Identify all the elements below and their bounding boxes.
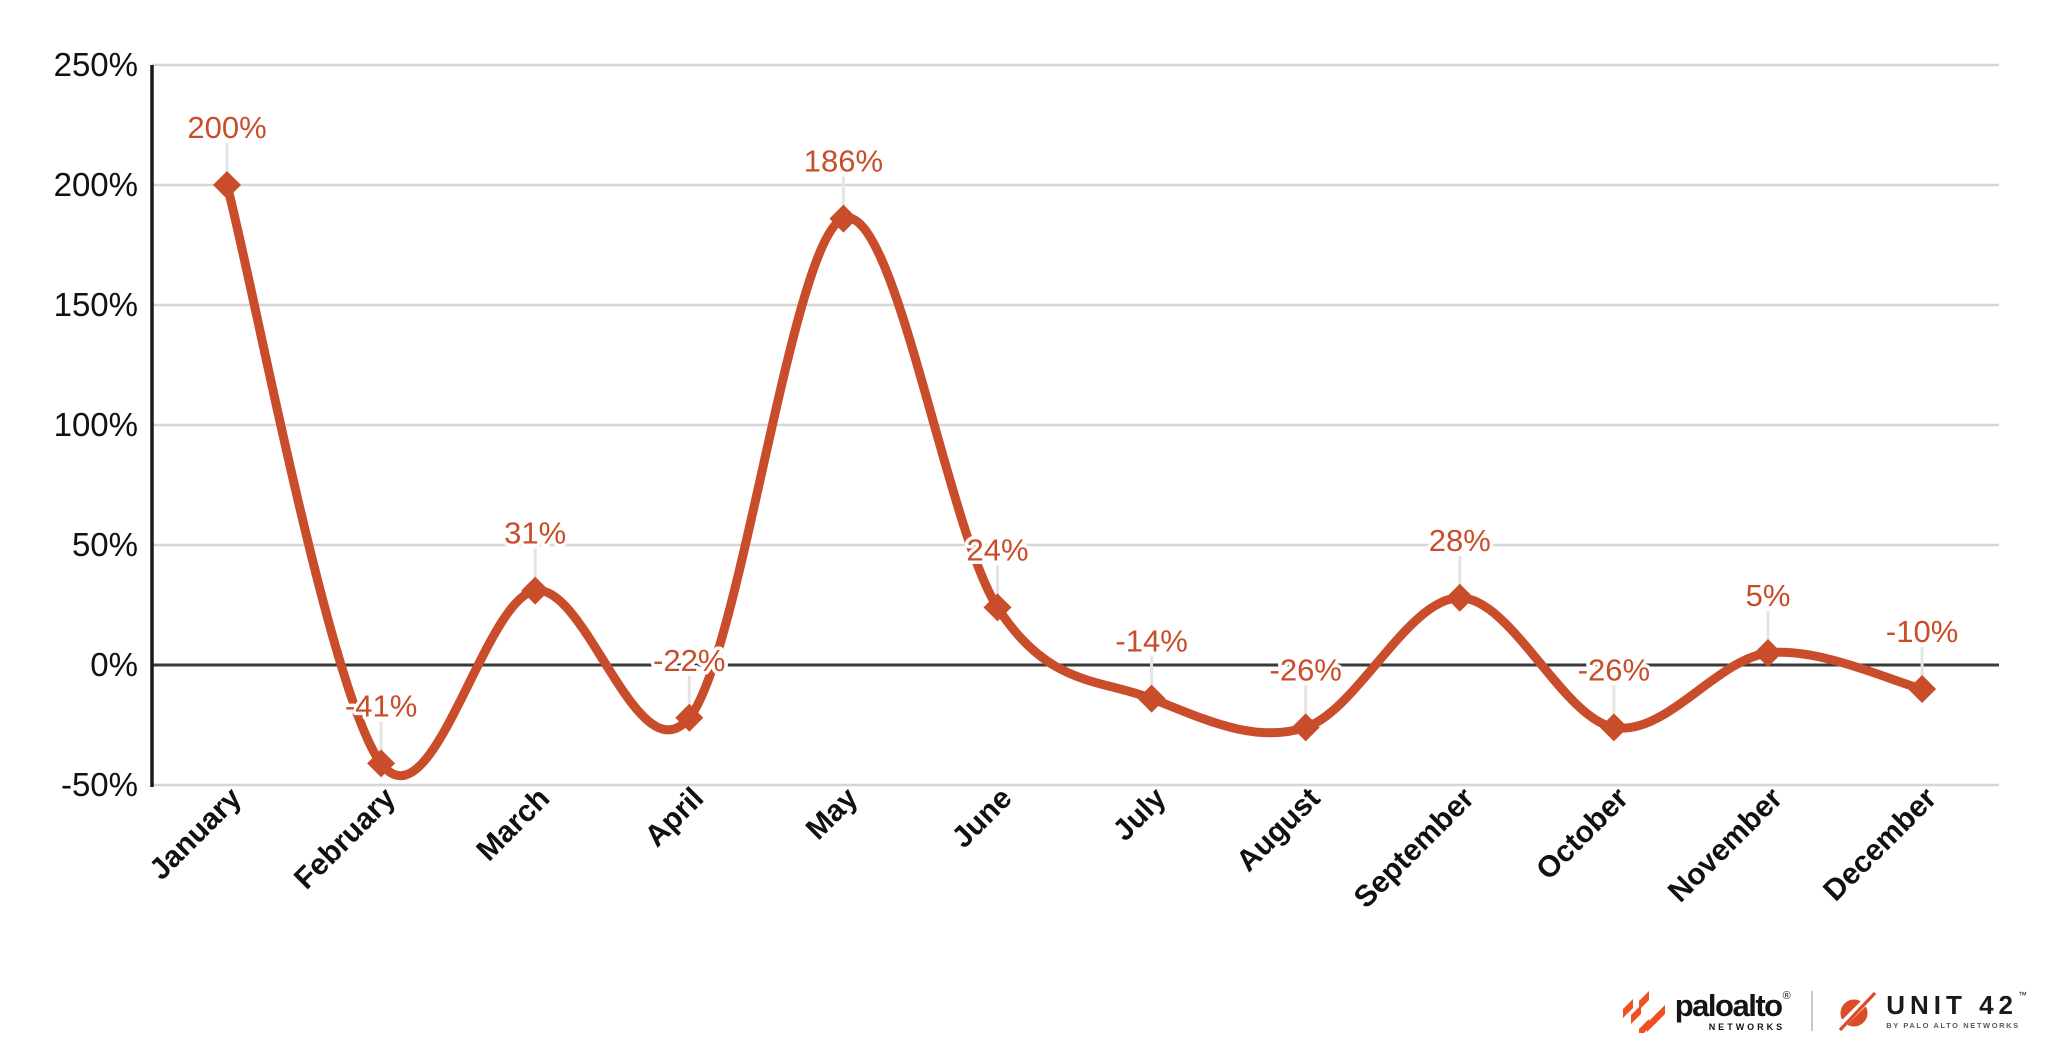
- data-point-marker-november: [1754, 639, 1782, 667]
- data-point-marker-october: [1599, 713, 1628, 742]
- data-point-marker-january: [213, 171, 241, 199]
- data-point-marker-february: [367, 749, 396, 778]
- data-value-label: -14%: [1115, 624, 1187, 659]
- data-value-label: 31%: [504, 516, 566, 551]
- x-axis-label-october: October: [1530, 781, 1635, 886]
- data-value-label: 5%: [1746, 578, 1791, 613]
- data-value-label: -26%: [1578, 652, 1650, 687]
- trademark-mark: ™: [2018, 990, 2032, 1001]
- data-point-marker-august: [1291, 713, 1320, 742]
- x-axis-label-november: November: [1662, 781, 1789, 908]
- data-point-marker-june: [983, 593, 1012, 622]
- data-value-label: 24%: [966, 532, 1028, 567]
- data-value-label: 28%: [1429, 523, 1491, 558]
- data-point-marker-may: [829, 204, 858, 233]
- x-axis-label-january: January: [143, 781, 248, 886]
- data-point-marker-december: [1908, 675, 1937, 703]
- data-point-marker-september: [1445, 583, 1474, 612]
- y-axis-tick-label: 250%: [54, 46, 138, 83]
- data-value-label: 200%: [187, 110, 266, 145]
- paloalto-networks-logo: paloalto ® NETWORKS: [1621, 988, 1791, 1033]
- x-axis-label-august: August: [1230, 782, 1326, 878]
- registered-mark: ®: [1782, 990, 1791, 1002]
- data-point-marker-april: [675, 703, 704, 732]
- x-axis-label-march: March: [470, 782, 556, 868]
- data-value-label: 186%: [804, 144, 883, 179]
- x-axis-label-february: February: [288, 781, 402, 895]
- y-axis-tick-label: 50%: [72, 526, 138, 563]
- unit42-byline: BY PALO ALTO NETWORKS: [1886, 1021, 2020, 1031]
- y-axis-tick-label: 150%: [54, 286, 138, 323]
- x-axis-label-december: December: [1817, 781, 1943, 907]
- unit42-logo-icon: [1835, 991, 1877, 1032]
- unit42-logo-text: UNIT 42 ™ BY PALO ALTO NETWORKS: [1886, 990, 2032, 1031]
- data-value-label: -26%: [1270, 652, 1342, 687]
- y-axis-tick-label: -50%: [61, 766, 138, 803]
- paloalto-networks-label: NETWORKS: [1708, 1022, 1786, 1032]
- unit42-logo: UNIT 42 ™ BY PALO ALTO NETWORKS: [1835, 990, 2032, 1032]
- x-axis-label-april: April: [639, 782, 711, 854]
- logo-divider: [1811, 991, 1814, 1031]
- paloalto-wordmark: paloalto: [1674, 988, 1783, 1023]
- data-point-marker-july: [1137, 684, 1166, 713]
- paloalto-logo-text: paloalto ® NETWORKS: [1674, 988, 1791, 1032]
- trend-line: [222, 180, 1927, 780]
- data-value-label: -22%: [653, 643, 725, 678]
- x-axis-label-june: June: [946, 782, 1019, 855]
- x-axis-label-may: May: [800, 781, 865, 846]
- x-axis-label-july: July: [1107, 781, 1173, 847]
- y-axis-tick-label: 100%: [54, 406, 138, 443]
- data-point-marker-march: [521, 576, 550, 605]
- data-value-label: -41%: [345, 688, 417, 723]
- y-axis-tick-label: 0%: [90, 646, 138, 683]
- x-axis-label-september: September: [1348, 781, 1481, 914]
- footer-branding: paloalto ® NETWORKS UNIT 42 ™ BY PALO AL…: [1621, 985, 2032, 1037]
- y-axis-tick-label: 200%: [54, 166, 138, 203]
- data-value-label: -10%: [1886, 614, 1958, 649]
- unit42-wordmark: UNIT 42: [1886, 990, 2018, 1021]
- paloalto-logo-icon: [1622, 991, 1665, 1033]
